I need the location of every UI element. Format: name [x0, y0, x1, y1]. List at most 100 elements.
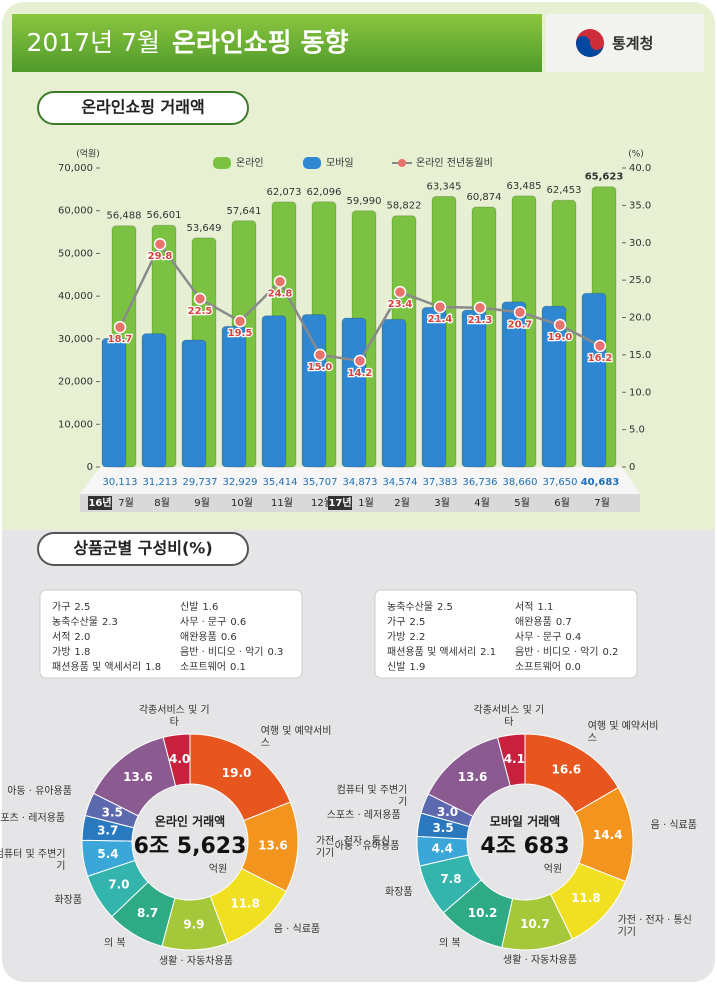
segment-label: 가전 · 전자 · 통신기기 [617, 915, 692, 939]
others-item: 소프트웨어 0.0 [515, 658, 581, 673]
agency: 통계청 [612, 35, 653, 53]
line-point [353, 354, 367, 368]
agency-box [546, 14, 704, 72]
segment-value-label: 9.9 [183, 917, 204, 931]
others-name: 가구 [387, 617, 406, 628]
others-item: 농축수산물 2.3 [52, 613, 118, 628]
x-tick-label: 3월 [434, 497, 450, 509]
x-tick-label: 7월 [118, 497, 134, 509]
segment-value-label: 4.4 [432, 842, 453, 856]
y-tick-label: 40,000 [58, 291, 93, 302]
y-tick-label: 70,000 [58, 163, 93, 174]
bar-value-label: 34,873 [343, 477, 378, 488]
others-item: 애완용품 0.6 [180, 628, 237, 643]
segment-value-label: 13.6 [123, 770, 153, 784]
bar [581, 292, 607, 468]
line-point [233, 314, 247, 328]
segment-value-label: 7.8 [440, 872, 461, 886]
x-tick-label: 2월 [394, 497, 410, 509]
segment-label: 화장품 [385, 886, 413, 898]
line-point [153, 237, 167, 251]
others-value: 0.0 [565, 662, 581, 673]
segment-value-label: 7.0 [108, 877, 129, 891]
x-tick-label: 11월 [271, 497, 293, 509]
bar-value-label: 57,641 [227, 206, 262, 217]
others-name: 소프트웨어 [515, 662, 561, 673]
x-tick-label: 7월 [594, 497, 610, 509]
line-value-label: 21.4 [428, 314, 453, 325]
others-name: 패션용품 및 액세서리 [387, 647, 477, 658]
segment-label: 의 복 [438, 938, 461, 950]
others-name: 가방 [387, 632, 406, 643]
line-point [313, 348, 327, 362]
others-box [374, 589, 638, 679]
others-box [39, 589, 303, 679]
bar-value-label: 63,345 [427, 181, 462, 192]
line-point [393, 285, 407, 299]
y2-tick-label: 25.0 [629, 275, 651, 286]
y2-tick-label: 35.0 [629, 200, 651, 211]
donut-segment [496, 733, 526, 787]
bar-value-label: 58,822 [387, 201, 422, 212]
line-point [513, 306, 527, 319]
segment-value-label: 5.4 [97, 847, 118, 861]
bar-value-label: 53,649 [187, 223, 222, 234]
legend-marker [398, 159, 406, 167]
x-tick-label: 5월 [514, 497, 530, 509]
others-value: 0.2 [602, 647, 619, 658]
others-value: 1.9 [409, 662, 426, 673]
segment-label: 아동 · 유아용품 [7, 785, 72, 797]
line-point [473, 301, 487, 315]
y-axis-label: (억원) [76, 148, 100, 160]
others-value: 2.1 [480, 647, 497, 658]
line-point [193, 292, 207, 306]
line-value-label: 19.5 [228, 328, 253, 339]
segment-value-label: 11.8 [230, 896, 260, 910]
bar [261, 315, 287, 468]
bar [101, 337, 127, 468]
segment-label: 화장품 [54, 895, 83, 907]
others-item: 소프트웨어 0.1 [180, 658, 246, 673]
section-title: 온라인쇼핑 거래액 [81, 98, 204, 117]
bar-value-label: 59,990 [347, 196, 382, 207]
bar-value-label: 56,601 [147, 210, 182, 221]
bar [541, 305, 567, 468]
others-item: 애완용품 0.7 [515, 613, 572, 628]
bar-value-label: 63,485 [507, 181, 542, 192]
year-box [328, 496, 352, 510]
others-value: 0.1 [230, 662, 246, 673]
chart-floor [80, 467, 640, 494]
others-item: 가구 2.5 [52, 598, 90, 613]
others-name: 농축수산물 [387, 602, 433, 613]
y2-axis-label: (%) [628, 150, 644, 160]
others-value: 1.1 [537, 602, 554, 613]
bar-value-label: 32,929 [223, 477, 258, 488]
bar-value-label: 30,113 [103, 477, 138, 488]
segment-value-label: 11.8 [571, 891, 601, 905]
segment-label: 컴퓨터 및 주변기기 [336, 784, 408, 808]
segment-value-label: 14.4 [593, 828, 623, 842]
others-item: 음반 · 비디오 · 악기 0.2 [515, 643, 618, 658]
others-item: 서적 2.0 [52, 628, 90, 643]
others-item: 패션용품 및 액세서리 1.8 [52, 658, 161, 673]
y2-tick-label: 0 [629, 462, 635, 473]
segment-value-label: 19.0 [222, 766, 252, 780]
others-value: 1.8 [145, 662, 162, 673]
others-name: 사무 · 문구 [180, 617, 227, 628]
segment-value-label: 10.7 [520, 917, 550, 931]
bar [221, 325, 247, 468]
line-value-label: 22.5 [188, 306, 213, 317]
segment-value-label: 8.7 [137, 906, 158, 920]
others-item: 농축수산물 2.5 [387, 598, 453, 613]
others-item: 음반 · 비디오 · 악기 0.3 [180, 643, 283, 658]
bar-value-label: 31,213 [143, 477, 178, 488]
others-item: 가방 1.8 [52, 643, 90, 658]
year-label: 16년 [88, 496, 111, 509]
legend-swatch [303, 157, 321, 169]
center-unit: 억원 [209, 863, 227, 875]
line-point [433, 300, 447, 314]
x-tick-label: 6월 [554, 497, 570, 509]
others-item: 신발 1.9 [387, 658, 425, 673]
y-tick-label: 10,000 [58, 419, 93, 430]
